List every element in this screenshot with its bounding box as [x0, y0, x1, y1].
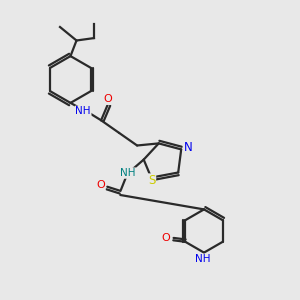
Text: NH: NH [195, 254, 210, 264]
Text: N: N [183, 141, 192, 154]
Text: NH: NH [120, 168, 136, 178]
Text: NH: NH [75, 106, 91, 116]
Text: O: O [103, 94, 112, 104]
Text: O: O [96, 180, 105, 190]
Text: S: S [148, 174, 155, 187]
Text: O: O [162, 233, 170, 243]
